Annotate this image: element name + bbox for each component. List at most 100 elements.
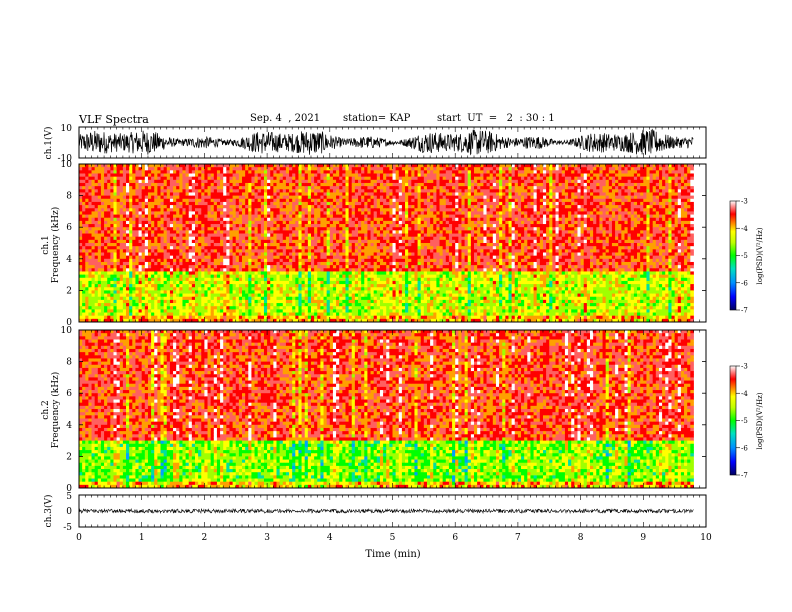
spectrogram-cell [327, 287, 331, 291]
spectrogram-cell [110, 249, 114, 253]
spectrogram-cell [126, 186, 130, 190]
spectrogram-cell [261, 224, 265, 228]
spectrogram-cell [170, 167, 174, 171]
spectrogram-cell [336, 202, 340, 206]
spectrogram-cell [139, 300, 143, 304]
spectrogram-cell [201, 306, 205, 310]
spectrogram-cell [123, 227, 127, 231]
spectrogram-cell [179, 202, 183, 206]
spectrogram-cell [120, 316, 124, 320]
spectrogram-cell [324, 316, 328, 320]
spectrogram-cell [217, 297, 221, 301]
spectrogram-cell [117, 192, 121, 196]
spectrogram-cell [339, 227, 343, 231]
spectrogram-cell [261, 265, 265, 269]
spectrogram-cell [261, 227, 265, 231]
spectrogram-cell [336, 211, 340, 215]
spectrogram-cell [208, 290, 212, 294]
spectrogram-cell [208, 262, 212, 266]
spectrogram-cell [173, 246, 177, 250]
spectrogram-cell [195, 275, 199, 279]
spectrogram-cell [148, 183, 152, 187]
spectrogram-cell [305, 177, 309, 181]
spectrogram-cell [186, 173, 190, 177]
spectrogram-cell [186, 259, 190, 263]
spectrogram-cell [242, 196, 246, 200]
spectrogram-cell [142, 262, 146, 266]
spectrogram-cell [85, 186, 89, 190]
spectrogram-cell [251, 227, 255, 231]
spectrogram-cell [107, 180, 111, 184]
spectrogram-cell [214, 208, 218, 212]
spectrogram-cell [85, 290, 89, 294]
spectrogram-cell [164, 259, 168, 263]
spectrogram-cell [324, 303, 328, 307]
spectrogram-cell [120, 189, 124, 193]
spectrogram-cell [189, 167, 193, 171]
spectrogram-cell [324, 297, 328, 301]
spectrogram-cell [173, 234, 177, 238]
spectrogram-cell [157, 215, 161, 219]
spectrogram-cell [292, 306, 296, 310]
spectrogram-cell [167, 287, 171, 291]
spectrogram-cell [204, 227, 208, 231]
spectrogram-cell [255, 306, 259, 310]
spectrogram-cell [167, 196, 171, 200]
spectrogram-cell [273, 268, 277, 272]
spectrogram-cell [333, 202, 337, 206]
spectrogram-cell [126, 230, 130, 234]
spectrogram-cell [211, 199, 215, 203]
spectrogram-cell [336, 316, 340, 320]
spectrogram-cell [129, 180, 133, 184]
spectrogram-cell [286, 189, 290, 193]
spectrogram-cell [92, 259, 96, 263]
spectrogram-cell [198, 300, 202, 304]
spectrogram-cell [236, 240, 240, 244]
spectrogram-cell [120, 300, 124, 304]
spectrogram-cell [101, 278, 105, 282]
spectrogram-cell [289, 230, 293, 234]
spectrogram-cell [148, 316, 152, 320]
spectrogram-cell [333, 287, 337, 291]
spectrogram-cell [327, 290, 331, 294]
spectrogram-cell [267, 246, 271, 250]
spectrogram-cell [98, 215, 102, 219]
spectrogram-cell [336, 192, 340, 196]
spectrogram-cell [223, 300, 227, 304]
spectrogram-cell [302, 262, 306, 266]
spectrogram-cell [110, 284, 114, 288]
spectrogram-cell [135, 243, 139, 247]
spectrogram-cell [145, 167, 149, 171]
spectrogram-cell [117, 278, 121, 282]
spectrogram-cell [317, 205, 321, 209]
spectrogram-cell [239, 183, 243, 187]
spectrogram-cell [95, 262, 99, 266]
spectrogram-cell [283, 300, 287, 304]
spectrogram-cell [308, 215, 312, 219]
spectrogram-cell [189, 287, 193, 291]
spectrogram-cell [292, 246, 296, 250]
spectrogram-cell [132, 300, 136, 304]
spectrogram-cell [280, 303, 284, 307]
spectrogram-cell [242, 199, 246, 203]
spectrogram-cell [117, 227, 121, 231]
spectrogram-cell [117, 287, 121, 291]
spectrogram-cell [173, 173, 177, 177]
spectrogram-cell [142, 259, 146, 263]
spectrogram-cell [148, 268, 152, 272]
spectrogram-cell [261, 313, 265, 317]
spectrogram-cell [123, 287, 127, 291]
spectrogram-cell [145, 275, 149, 279]
spectrogram-cell [302, 183, 306, 187]
spectrogram-cell [336, 237, 340, 241]
spectrogram-cell [311, 275, 315, 279]
spectrogram-cell [186, 309, 190, 313]
spectrogram-cell [129, 249, 133, 253]
spectrogram-cell [182, 309, 186, 313]
spectrogram-cell [101, 259, 105, 263]
spectrogram-cell [220, 240, 224, 244]
spectrogram-cell [189, 215, 193, 219]
spectrogram-cell [320, 243, 324, 247]
spectrogram-cell [179, 196, 183, 200]
spectrogram-cell [264, 221, 268, 225]
